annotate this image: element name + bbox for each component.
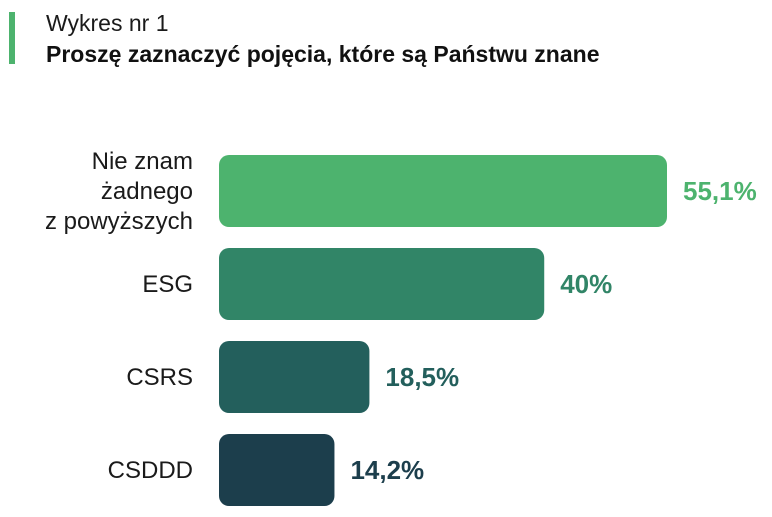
chart-subtitle: Wykres nr 1 xyxy=(46,10,169,36)
category-label-1: ESG xyxy=(142,271,193,298)
bar-2 xyxy=(219,341,370,413)
accent-bar xyxy=(9,12,15,64)
value-label-1: 40% xyxy=(560,269,612,299)
bar-0 xyxy=(219,155,667,227)
category-label-3: CSDDD xyxy=(108,457,193,484)
bar-1 xyxy=(219,248,545,320)
value-label-3: 14,2% xyxy=(350,455,424,485)
category-label-0: Nie znam żadnego z powyższych xyxy=(45,148,193,235)
value-label-0: 55,1% xyxy=(683,176,757,206)
value-label-2: 18,5% xyxy=(385,362,459,392)
bar-3 xyxy=(219,434,335,506)
chart-title: Proszę zaznaczyć pojęcia, które są Państ… xyxy=(46,41,600,67)
category-label-2: CSRS xyxy=(126,364,193,391)
